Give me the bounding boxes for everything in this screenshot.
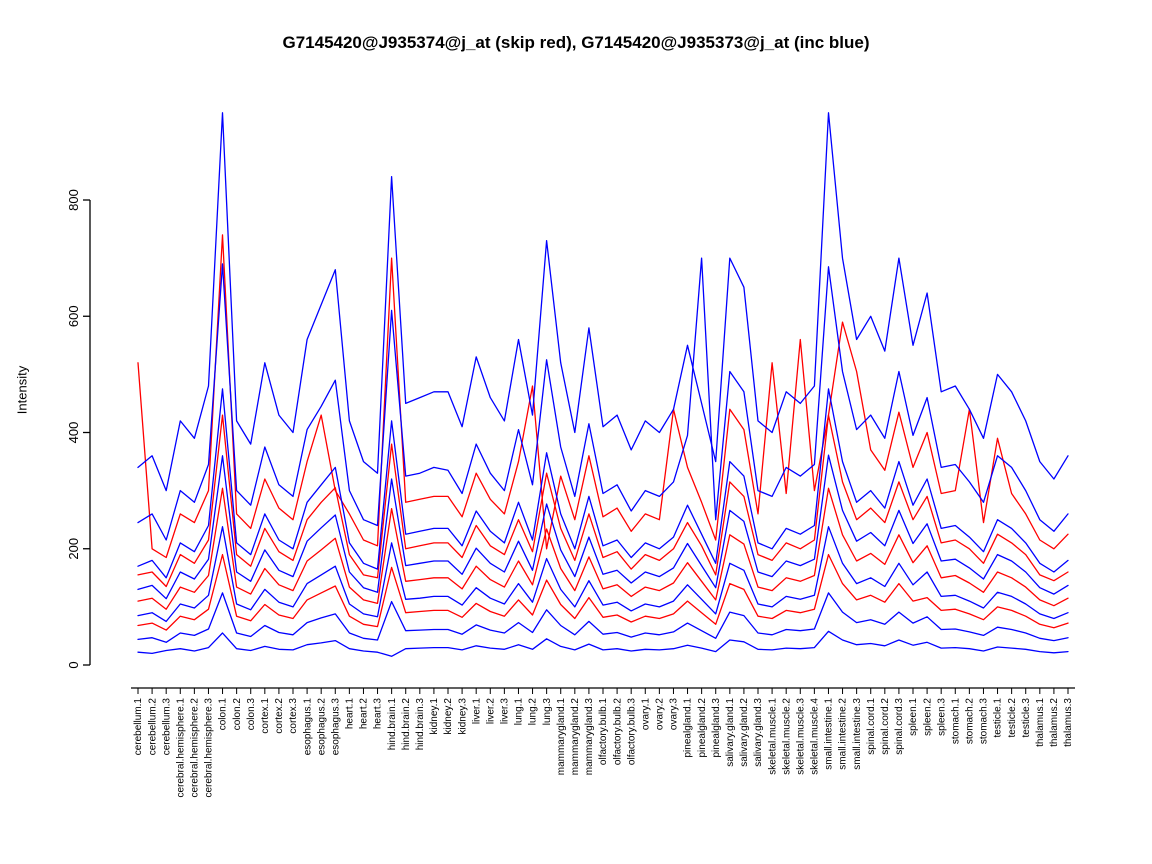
x-tick-label: salivary.gland.3 xyxy=(753,698,764,767)
x-tick-label: testicle.1 xyxy=(993,698,1004,738)
x-tick-label: esophagus.3 xyxy=(330,698,341,756)
series-inc-blue-1 xyxy=(137,112,1069,492)
series-skip-red-3 xyxy=(137,487,1069,610)
x-tick-label: esophagus.1 xyxy=(302,698,313,756)
x-tick-label: liver.1 xyxy=(471,698,482,725)
x-tick-label: olfactory.bulb.2 xyxy=(612,698,623,766)
y-tick-label: 800 xyxy=(66,189,81,211)
x-tick-label: cortex.2 xyxy=(274,698,285,734)
x-tick-label: mammarygland.2 xyxy=(570,698,581,776)
x-tick-label: salivary.gland.1 xyxy=(725,698,736,767)
x-tick-label: colon.1 xyxy=(218,698,229,731)
x-tick-label: kidney.1 xyxy=(429,698,440,735)
y-tick-label: 400 xyxy=(66,422,81,444)
series-skip-red-1 xyxy=(137,234,1069,559)
series-skip-red-4 xyxy=(137,553,1069,631)
x-tick-label: esophagus.2 xyxy=(316,698,327,756)
x-tick-label: spleen.2 xyxy=(922,698,933,736)
x-tick-label: spinal.cord.3 xyxy=(894,698,905,755)
x-tick-label: heart.3 xyxy=(373,698,384,730)
x-tick-label: pinealgland.2 xyxy=(697,698,708,758)
x-tick-label: skeletal.muscle.3 xyxy=(795,698,806,775)
x-tick-label: lung.3 xyxy=(542,698,553,726)
x-tick-label: skeletal.muscle.4 xyxy=(810,698,821,775)
x-tick-label: ovary.1 xyxy=(640,698,651,730)
x-tick-label: ovary.3 xyxy=(669,698,680,730)
series-inc-blue-3 xyxy=(137,388,1069,579)
x-tick-label: hind.brain.1 xyxy=(387,698,398,751)
chart-title: G7145420@J935374@j_at (skip red), G71454… xyxy=(282,33,870,52)
x-tick-label: cortex.3 xyxy=(288,698,299,734)
series-inc-blue-6 xyxy=(137,592,1069,643)
x-tick-label: lung.1 xyxy=(514,698,525,726)
x-tick-label: mammarygland.3 xyxy=(584,698,595,776)
series-inc-blue-5 xyxy=(137,526,1069,623)
x-tick-label: cortex.1 xyxy=(260,698,271,734)
x-tick-label: cerebral.hemisphere.3 xyxy=(204,698,215,798)
x-tick-label: cerebral.hemisphere.1 xyxy=(175,698,186,798)
x-tick-label: small.intestine.2 xyxy=(838,698,849,770)
y-tick-label: 0 xyxy=(66,661,81,668)
x-tick-label: olfactory.bulb.3 xyxy=(626,698,637,766)
x-tick-label: stomach.2 xyxy=(965,698,976,745)
x-tick-label: cerebellum.2 xyxy=(147,698,158,756)
x-tick-label: thalamus.2 xyxy=(1049,698,1060,747)
x-tick-label: mammarygland.1 xyxy=(556,698,567,776)
x-tick-label: stomach.3 xyxy=(979,698,990,745)
series-inc-blue-2 xyxy=(137,257,1069,541)
x-tick-label: kidney.2 xyxy=(443,698,454,735)
x-tick-label: olfactory.bulb.1 xyxy=(598,698,609,766)
series-skip-red-2 xyxy=(137,414,1069,588)
y-tick-label: 600 xyxy=(66,305,81,327)
x-tick-label: testicle.3 xyxy=(1021,698,1032,738)
x-tick-label: lung.2 xyxy=(528,698,539,726)
x-tick-label: colon.3 xyxy=(246,698,257,731)
x-tick-label: thalamus.3 xyxy=(1063,698,1074,747)
x-tick-label: spleen.1 xyxy=(908,698,919,736)
series-inc-blue-7 xyxy=(137,630,1069,657)
x-tick-label: small.intestine.1 xyxy=(824,698,835,770)
x-tick-label: kidney.3 xyxy=(457,698,468,735)
x-tick-label: spleen.3 xyxy=(936,698,947,736)
x-tick-label: thalamus.1 xyxy=(1035,698,1046,747)
x-tick-label: spinal.cord.1 xyxy=(866,698,877,755)
series-inc-blue-4 xyxy=(137,454,1069,600)
x-tick-label: pinealgland.3 xyxy=(711,698,722,758)
x-tick-label: cerebellum.1 xyxy=(133,698,144,756)
x-tick-label: hind.brain.2 xyxy=(401,698,412,751)
x-tick-label: colon.2 xyxy=(232,698,243,731)
x-tick-label: spinal.cord.2 xyxy=(880,698,891,755)
x-tick-label: cerebral.hemisphere.2 xyxy=(190,698,201,798)
x-tick-label: ovary.2 xyxy=(655,698,666,730)
x-tick-label: liver.2 xyxy=(485,698,496,725)
x-tick-label: skeletal.muscle.2 xyxy=(781,698,792,775)
x-tick-label: salivary.gland.2 xyxy=(739,698,750,767)
x-tick-label: liver.3 xyxy=(500,698,511,725)
y-tick-label: 200 xyxy=(66,538,81,560)
x-tick-label: skeletal.muscle.1 xyxy=(767,698,778,775)
x-tick-label: heart.1 xyxy=(345,698,356,730)
x-tick-label: cerebellum.3 xyxy=(161,698,172,756)
x-tick-label: stomach.1 xyxy=(950,698,961,745)
x-tick-label: small.intestine.3 xyxy=(852,698,863,770)
x-tick-label: hind.brain.3 xyxy=(415,698,426,751)
x-tick-label: pinealgland.1 xyxy=(683,698,694,758)
x-tick-label: heart.2 xyxy=(359,698,370,730)
x-tick-label: testicle.2 xyxy=(1007,698,1018,738)
